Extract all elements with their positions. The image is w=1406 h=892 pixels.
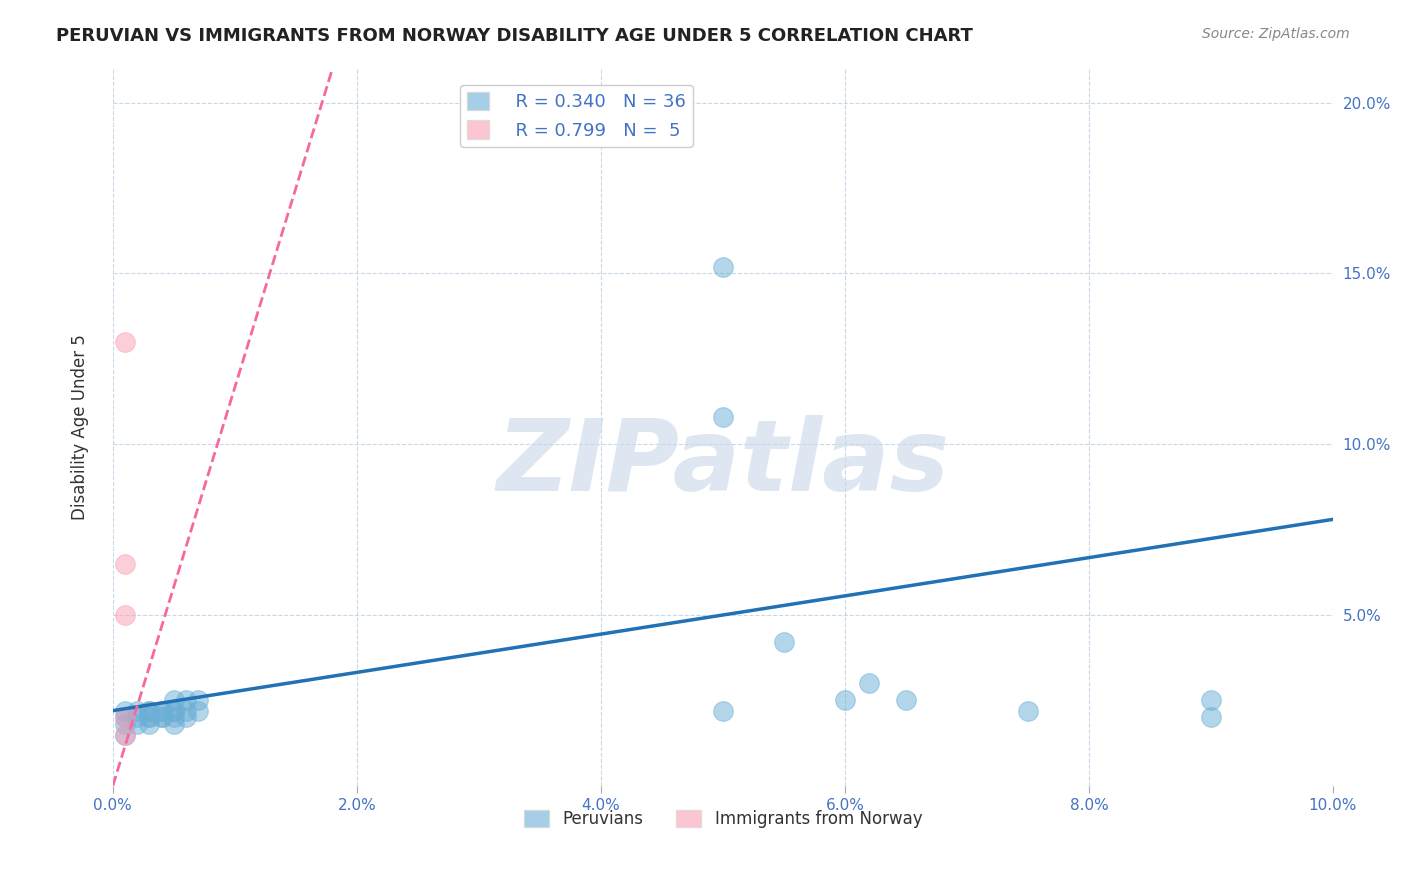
Point	[163, 717, 186, 731]
Point	[138, 704, 160, 718]
Point	[711, 260, 734, 274]
Point	[114, 710, 136, 724]
Point	[773, 635, 796, 649]
Point	[138, 710, 160, 724]
Point	[138, 704, 160, 718]
Point	[174, 710, 197, 724]
Point	[127, 717, 149, 731]
Text: ZIPatlas: ZIPatlas	[496, 415, 949, 511]
Point	[834, 693, 856, 707]
Point	[163, 710, 186, 724]
Text: Source: ZipAtlas.com: Source: ZipAtlas.com	[1202, 27, 1350, 41]
Point	[163, 704, 186, 718]
Point	[858, 676, 880, 690]
Point	[114, 727, 136, 741]
Point	[150, 710, 173, 724]
Point	[150, 704, 173, 718]
Point	[1017, 704, 1039, 718]
Point	[174, 704, 197, 718]
Point	[127, 704, 149, 718]
Point	[174, 693, 197, 707]
Point	[114, 557, 136, 571]
Point	[114, 704, 136, 718]
Point	[114, 607, 136, 622]
Point	[138, 710, 160, 724]
Point	[187, 704, 209, 718]
Point	[711, 409, 734, 424]
Point	[114, 334, 136, 349]
Point	[114, 710, 136, 724]
Point	[138, 717, 160, 731]
Point	[163, 704, 186, 718]
Point	[114, 727, 136, 741]
Point	[187, 693, 209, 707]
Point	[127, 710, 149, 724]
Point	[894, 693, 917, 707]
Point	[114, 717, 136, 731]
Point	[1199, 693, 1222, 707]
Point	[1199, 710, 1222, 724]
Point	[163, 693, 186, 707]
Point	[150, 710, 173, 724]
Point	[150, 704, 173, 718]
Legend: Peruvians, Immigrants from Norway: Peruvians, Immigrants from Norway	[517, 804, 929, 835]
Point	[711, 704, 734, 718]
Y-axis label: Disability Age Under 5: Disability Age Under 5	[72, 334, 89, 520]
Text: PERUVIAN VS IMMIGRANTS FROM NORWAY DISABILITY AGE UNDER 5 CORRELATION CHART: PERUVIAN VS IMMIGRANTS FROM NORWAY DISAB…	[56, 27, 973, 45]
